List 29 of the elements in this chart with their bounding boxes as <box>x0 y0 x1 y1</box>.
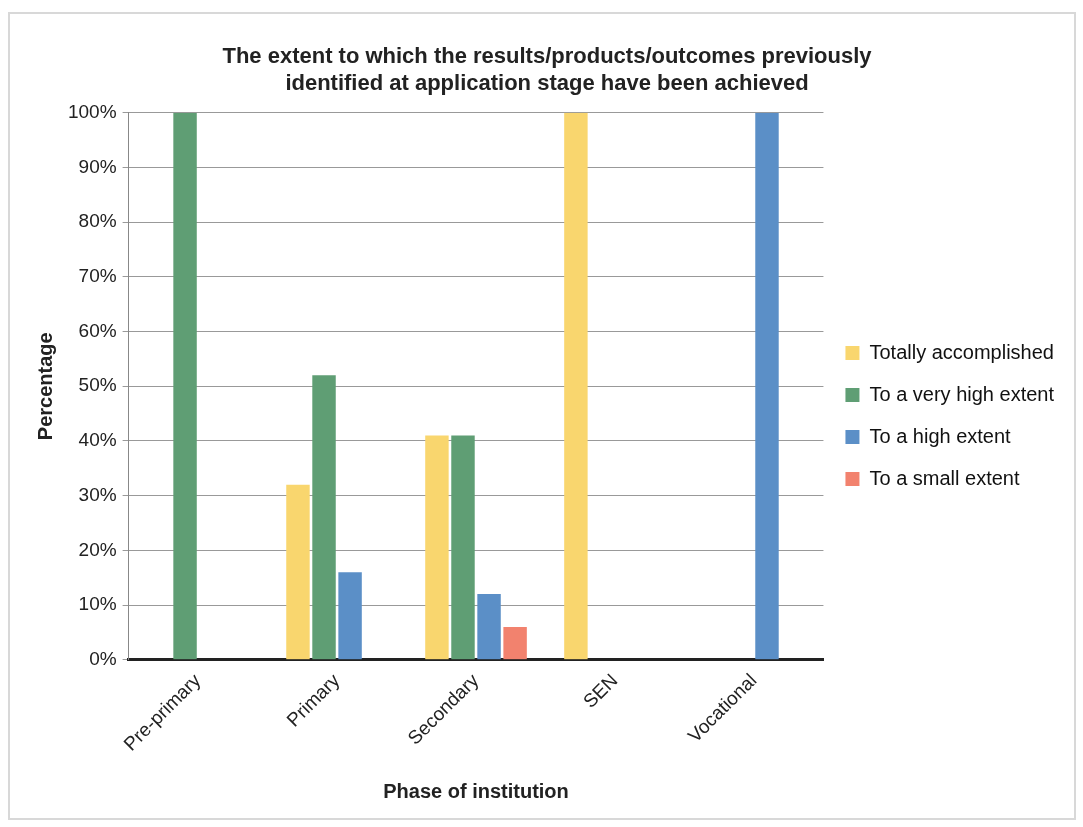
bar <box>477 594 501 660</box>
bar <box>425 435 449 660</box>
bar <box>173 112 197 660</box>
bar <box>312 375 336 660</box>
bar <box>564 112 588 660</box>
bar <box>503 626 527 660</box>
x-axis-title: Phase of institution <box>383 779 569 802</box>
text: The extent to which the results/products/outcomes previously <box>222 43 872 69</box>
legend-label: To a very high extent <box>869 382 1055 405</box>
y-tick-label: 80% <box>78 210 117 232</box>
bar <box>451 435 475 660</box>
y-axis-title: Percentage <box>33 332 56 441</box>
legend-label: Totally accomplished <box>869 340 1054 363</box>
y-tick-label: 90% <box>78 155 117 177</box>
y-tick-label: 10% <box>78 593 117 615</box>
y-tick-label: 30% <box>78 483 117 505</box>
legend-label: To a small extent <box>869 466 1020 489</box>
y-tick-label: 0% <box>89 647 117 669</box>
y-tick-label: 60% <box>78 319 117 341</box>
text: identified at application stage have been achieved <box>285 69 809 95</box>
legend-label: To a high extent <box>869 424 1012 447</box>
bar <box>286 484 310 660</box>
bar <box>338 572 362 660</box>
y-tick-label: 20% <box>78 538 117 560</box>
y-tick-label: 70% <box>78 265 117 287</box>
y-tick-label: 40% <box>78 429 117 451</box>
y-tick-label: 50% <box>78 374 117 396</box>
y-tick-label: 100% <box>67 101 117 123</box>
bar <box>755 112 779 660</box>
